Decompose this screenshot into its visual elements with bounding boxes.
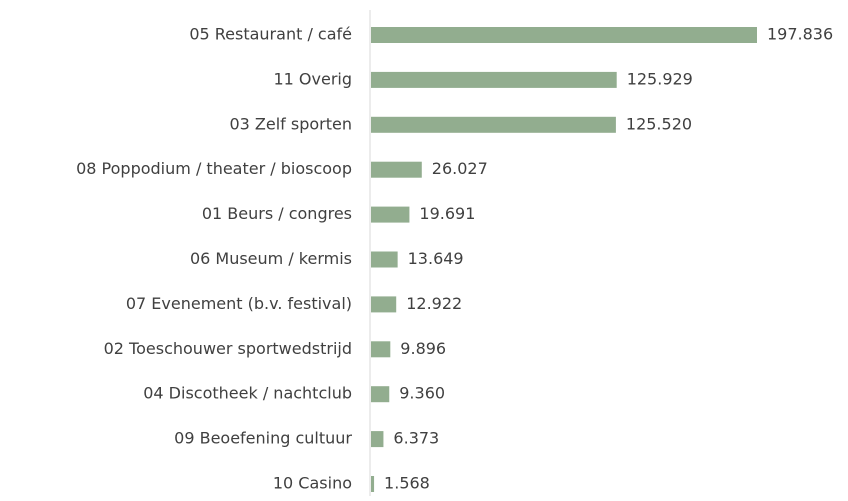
bar (371, 27, 757, 43)
bar (371, 386, 390, 403)
bar (371, 296, 397, 313)
category-label: 03 Zelf sporten (229, 114, 352, 133)
value-label: 9.360 (399, 384, 445, 403)
category-label: 08 Poppodium / theater / bioscoop (76, 159, 352, 178)
value-label: 9.896 (400, 339, 446, 358)
value-label: 12.922 (406, 294, 462, 313)
category-label: 07 Evenement (b.v. festival) (126, 294, 352, 313)
bar (371, 476, 375, 492)
category-label: 10 Casino (273, 474, 352, 493)
value-label: 6.373 (393, 429, 439, 448)
value-label: 125.520 (626, 114, 692, 133)
bar (371, 161, 422, 178)
value-label: 125.929 (627, 69, 693, 88)
value-label: 26.027 (432, 159, 488, 178)
category-label: 05 Restaurant / café (189, 25, 352, 44)
category-label: 06 Museum / kermis (190, 249, 352, 268)
category-label: 11 Overig (273, 69, 352, 88)
bar (371, 251, 398, 268)
value-label: 1.568 (384, 474, 430, 493)
bar (371, 71, 617, 88)
bar (371, 116, 616, 133)
bar (371, 341, 391, 358)
category-label: 01 Beurs / congres (202, 204, 352, 223)
bar (371, 206, 410, 223)
value-label: 13.649 (408, 249, 464, 268)
value-label: 19.691 (419, 204, 475, 223)
category-label: 02 Toeschouwer sportwedstrijd (104, 339, 352, 358)
category-label: 09 Beoefening cultuur (174, 429, 352, 448)
category-label: 04 Discotheek / nachtclub (143, 384, 352, 403)
bar (371, 431, 384, 448)
value-label: 197.836 (767, 25, 833, 44)
